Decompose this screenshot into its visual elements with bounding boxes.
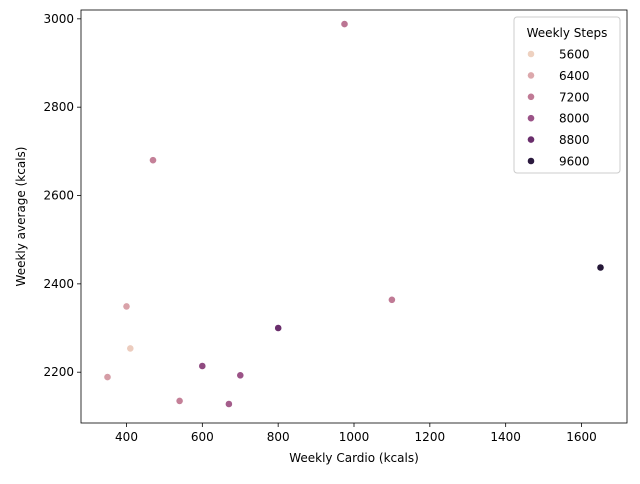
y-tick-label: 2600: [43, 189, 74, 203]
data-point: [122, 302, 131, 311]
data-point: [340, 20, 349, 28]
data-point: [596, 263, 605, 272]
legend-box: [513, 16, 621, 174]
legend-marker: [527, 114, 535, 123]
x-axis-ticks: 400 600 800 1000 1200 1400 1600: [115, 423, 597, 444]
data-point: [103, 373, 112, 381]
y-axis-label: Weekly average (kcals): [14, 147, 28, 287]
data-point: [175, 396, 184, 405]
data-point: [274, 324, 283, 332]
y-axis-ticks: 2200 2400 2600 2800 3000: [43, 12, 81, 379]
data-point: [224, 400, 233, 408]
data-point: [149, 156, 157, 165]
x-tick-label: 400: [115, 430, 138, 444]
y-tick-label: 2400: [43, 277, 74, 291]
legend-marker: [527, 135, 535, 144]
x-tick-label: 1000: [339, 430, 370, 444]
y-tick-label: 2800: [43, 100, 74, 114]
legend-entries: 5600 6400 7200 8000 8800 9600: [527, 48, 590, 169]
legend-marker: [527, 92, 535, 101]
data-point: [236, 371, 245, 380]
x-tick-label: 1400: [490, 430, 521, 444]
legend-label: 8800: [559, 133, 590, 147]
x-tick-label: 600: [191, 430, 214, 444]
legend: Weekly Steps 5600 6400 7200 8000 8800 9600: [513, 16, 621, 174]
data-point: [126, 344, 135, 353]
legend-label: 8000: [559, 112, 590, 126]
legend-label: 5600: [559, 48, 590, 62]
legend-title: Weekly Steps: [527, 26, 608, 40]
x-tick-label: 1200: [415, 430, 446, 444]
points-layer: [103, 20, 605, 408]
legend-label: 7200: [559, 90, 590, 104]
legend-marker: [527, 50, 535, 58]
legend-label: 9600: [559, 155, 590, 169]
legend-marker: [527, 157, 535, 165]
x-axis-label: Weekly Cardio (kcals): [289, 451, 419, 465]
x-tick-label: 800: [267, 430, 290, 444]
y-tick-label: 3000: [43, 12, 74, 26]
y-tick-label: 2200: [43, 365, 74, 379]
data-point: [198, 362, 207, 370]
data-point: [387, 295, 396, 304]
x-tick-label: 1600: [566, 430, 597, 444]
legend-label: 6400: [559, 69, 590, 83]
legend-marker: [527, 71, 535, 80]
